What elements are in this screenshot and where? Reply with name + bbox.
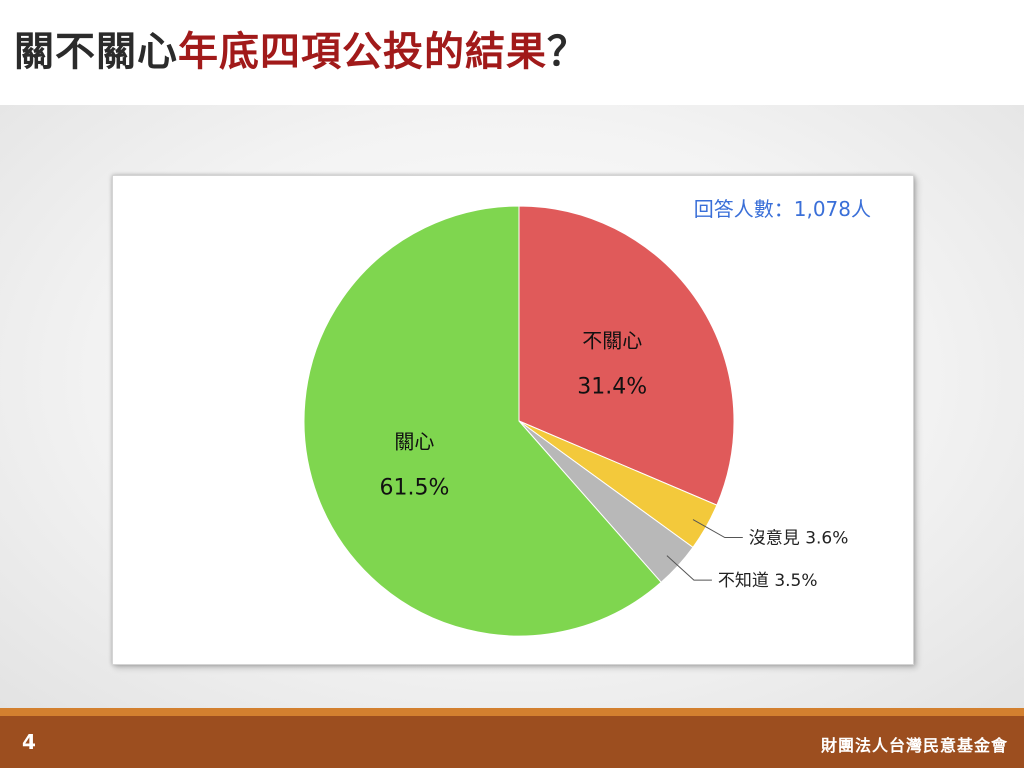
slice-callout-dont-know: 不知道 3.5% (718, 571, 818, 591)
title-question-mark: ？ (547, 29, 588, 75)
footer-bar: 4 財團法人台灣民意基金會 (0, 716, 1024, 768)
title-bar: 關不關心年底四項公投的結果？ (0, 0, 1024, 105)
pie-slice-concerned (303, 205, 662, 637)
page-number: 4 (22, 730, 36, 754)
respondent-count-label: 回答人數：1,078人 (694, 197, 871, 221)
slice-name-not-concerned: 不關心 (582, 328, 642, 352)
title-part-highlight: 年底四項公投的結果 (178, 29, 547, 75)
slice-value-not-concerned: 31.4% (577, 374, 647, 399)
chart-panel: 回答人數：1,078人不關心 31.4% 沒意見 3.6% 不知道 3.5% 關心 61.… (112, 175, 914, 665)
organization-name: 財團法人台灣民意基金會 (820, 736, 1008, 755)
slice-value-concerned: 61.5% (379, 476, 449, 501)
leader-line-no-opinion (692, 519, 743, 539)
slice-callout-no-opinion: 沒意見 3.6% (749, 529, 849, 549)
footer-stripe (0, 708, 1024, 716)
slice-name-concerned: 關心 (394, 430, 434, 454)
pie-slice-not-concerned (518, 205, 735, 506)
slide-title: 關不關心年底四項公投的結果？ (14, 22, 588, 82)
title-part-neutral: 關不關心 (14, 29, 178, 75)
leader-line-dont-know (666, 555, 712, 581)
